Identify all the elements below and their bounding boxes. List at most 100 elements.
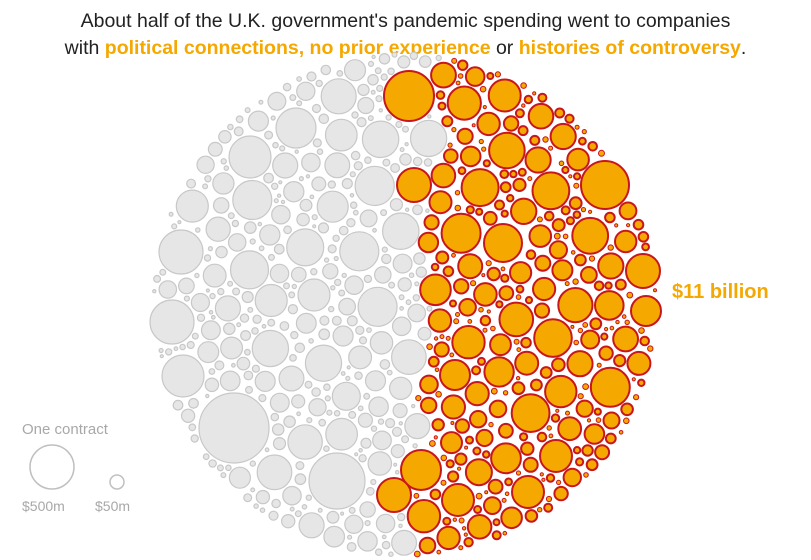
contract-bubble-flagged: [477, 356, 486, 366]
contract-bubble-other: [324, 118, 358, 152]
contract-bubble-flagged: [417, 231, 440, 254]
contract-bubble-other: [219, 370, 241, 392]
contract-bubble-other: [381, 212, 420, 251]
contract-bubble-flagged: [532, 276, 557, 302]
contract-bubble-flagged: [482, 450, 491, 459]
contract-bubble-flagged: [470, 280, 477, 287]
contract-bubble-flagged: [574, 253, 587, 267]
contract-bubble-other: [296, 100, 303, 107]
contract-bubble-other: [249, 460, 256, 467]
contract-bubble-other: [243, 221, 257, 235]
contract-bubble-other: [348, 345, 373, 370]
contract-bubble-other: [348, 410, 357, 419]
contract-bubble-flagged: [490, 325, 496, 332]
contract-bubble-other: [404, 141, 409, 147]
contract-bubble-flagged: [541, 477, 546, 482]
contract-bubble-flagged: [504, 477, 514, 487]
contract-bubble-other: [304, 344, 343, 382]
contract-bubble-flagged: [598, 345, 614, 361]
contract-bubble-other: [374, 67, 382, 75]
contract-bubble-flagged: [574, 124, 580, 130]
contract-bubble-flagged: [618, 201, 638, 221]
contract-bubble-other: [269, 392, 290, 413]
contract-bubble-flagged: [537, 507, 543, 513]
contract-bubble-other: [309, 194, 315, 200]
contract-bubble-flagged: [431, 418, 445, 432]
contract-bubble-flagged: [546, 425, 552, 431]
contract-bubble-other: [378, 108, 383, 113]
contract-bubble-other: [261, 323, 267, 329]
contract-bubble-other: [327, 244, 337, 254]
contract-bubble-flagged: [430, 262, 440, 272]
contract-bubble-other: [379, 359, 391, 370]
contract-bubble-flagged: [553, 485, 569, 502]
contract-bubble-flagged: [520, 336, 532, 349]
contract-bubble-other: [245, 385, 254, 394]
contract-bubble-other: [340, 511, 345, 516]
contract-bubble-flagged: [553, 232, 561, 240]
contract-bubble-other: [388, 281, 396, 289]
contract-bubble-other: [298, 512, 325, 539]
contract-bubble-other: [295, 312, 317, 334]
contract-bubble-other: [159, 354, 164, 359]
contract-bubble-other: [412, 156, 423, 167]
contract-bubble-flagged: [435, 90, 446, 100]
contract-bubble-flagged: [430, 61, 457, 89]
contract-bubble-other: [364, 519, 371, 527]
contract-bubble-flagged: [593, 407, 602, 416]
contract-bubble-other: [358, 454, 367, 463]
contract-bubble-flagged: [565, 216, 576, 226]
contract-bubble-other: [375, 513, 396, 534]
contract-bubble-flagged: [443, 148, 459, 164]
contract-bubble-flagged: [572, 210, 582, 219]
contract-bubble-other: [278, 180, 283, 185]
contract-bubble-other: [391, 529, 418, 556]
contract-bubble-other: [194, 272, 200, 279]
contract-bubble-other: [270, 412, 280, 422]
contract-bubble-flagged: [451, 252, 456, 258]
contract-bubble-flagged: [613, 354, 627, 368]
contract-bubble-flagged: [430, 162, 457, 189]
contract-bubble-flagged: [548, 433, 554, 439]
contract-bubble-flagged: [515, 294, 522, 300]
contract-bubble-other: [357, 286, 398, 327]
contract-bubble-other: [180, 408, 196, 423]
contract-bubble-other: [220, 472, 227, 479]
contract-bubble-flagged: [512, 177, 527, 192]
contract-bubble-other: [418, 55, 432, 68]
contract-bubble-other: [391, 339, 427, 376]
contract-bubble-other: [296, 76, 303, 82]
contract-bubble-flagged: [604, 432, 617, 445]
contract-bubble-flagged: [413, 550, 421, 558]
contract-bubble-other: [386, 369, 393, 376]
contract-bubble-other: [311, 214, 318, 221]
contract-bubble-other: [283, 282, 291, 290]
contract-bubble-flagged: [439, 334, 445, 340]
contract-bubble-other: [296, 212, 310, 227]
contract-bubble-flagged: [488, 399, 508, 419]
contract-bubble-flagged: [641, 242, 650, 252]
contract-bubble-flagged: [614, 223, 619, 228]
contract-bubble-flagged: [573, 339, 580, 346]
contract-bubble-flagged: [510, 197, 538, 226]
contract-bubble-other: [398, 523, 403, 529]
contract-bubble-flagged: [609, 325, 615, 331]
contract-bubble-other: [389, 376, 413, 400]
contract-bubble-flagged: [457, 466, 462, 471]
contract-bubble-other: [190, 434, 199, 443]
contract-bubble-other: [380, 73, 388, 81]
contract-bubble-flagged: [376, 477, 412, 513]
contract-bubble-flagged: [476, 111, 501, 137]
contract-bubble-other: [376, 84, 384, 93]
contract-bubble-flagged: [570, 324, 575, 329]
contract-bubble-other: [294, 510, 302, 518]
contract-bubble-other: [236, 322, 242, 328]
contract-bubble-flagged: [589, 366, 631, 408]
contract-bubble-flagged: [495, 300, 504, 309]
contract-bubble-other: [308, 452, 366, 510]
contract-bubble-other: [357, 83, 370, 97]
contract-bubble-other: [338, 297, 357, 316]
contract-bubble-other: [231, 219, 240, 228]
contract-bubble-other: [414, 281, 420, 287]
contract-bubble-flagged: [454, 418, 470, 434]
